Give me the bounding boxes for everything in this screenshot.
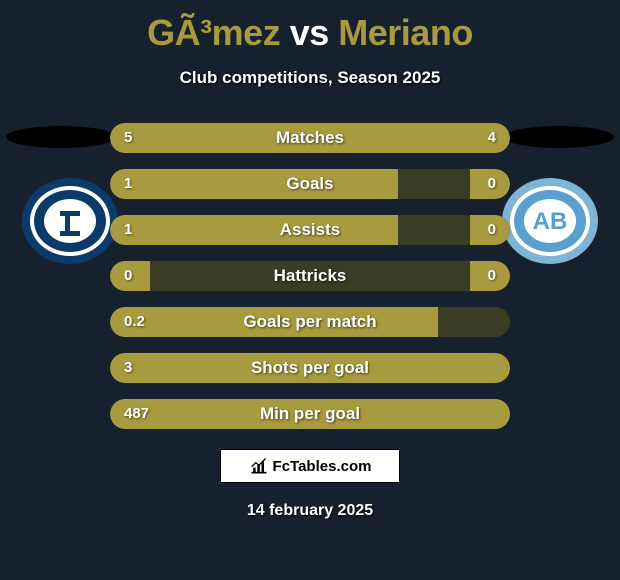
vs-text: vs [290,12,329,53]
stat-row: Min per goal487 [110,399,510,429]
stat-row: Goals per match0.2 [110,307,510,337]
club-crest-left [20,176,120,266]
chart-icon [249,456,269,476]
stat-label: Shots per goal [110,353,510,383]
svg-text:AB: AB [533,208,568,235]
crest-shadow-left [6,126,116,148]
stat-value-left: 0 [124,261,132,291]
stat-row: Assists1 0 [110,215,510,245]
stat-value-left: 3 [124,353,132,383]
page-title: GÃ³mez vs Meriano [0,0,620,54]
stat-value-right: 4 [488,123,496,153]
stat-row: Shots per goal3 [110,353,510,383]
stat-value-right: 0 [488,215,496,245]
stat-value-right: 0 [488,169,496,199]
crest-shadow-right [504,126,614,148]
stat-value-left: 5 [124,123,132,153]
stat-value-left: 487 [124,399,149,429]
date-text: 14 february 2025 [0,502,620,520]
stat-row: Matches5 4 [110,123,510,153]
stat-label: Min per goal [110,399,510,429]
watermark-text: FcTables.com [273,458,372,475]
stat-value-left: 1 [124,169,132,199]
stat-row: Goals1 0 [110,169,510,199]
stat-value-left: 0.2 [124,307,145,337]
stat-row: Hattricks0 0 [110,261,510,291]
stat-label: Hattricks [110,261,510,291]
subtitle: Club competitions, Season 2025 [0,68,620,88]
watermark: FcTables.com [220,449,400,483]
stat-label: Assists [110,215,510,245]
stats-bars: Matches54Goals10Assists10Hattricks00Goal… [110,123,510,445]
stat-value-left: 1 [124,215,132,245]
stat-label: Goals [110,169,510,199]
club-crest-right: AB [500,176,600,266]
stat-label: Goals per match [110,307,510,337]
player2-name: Meriano [338,12,473,53]
player1-name: GÃ³mez [147,12,280,53]
stat-label: Matches [110,123,510,153]
crest-left-icon [20,176,120,266]
crest-right-icon: AB [500,176,600,266]
stat-value-right: 0 [488,261,496,291]
